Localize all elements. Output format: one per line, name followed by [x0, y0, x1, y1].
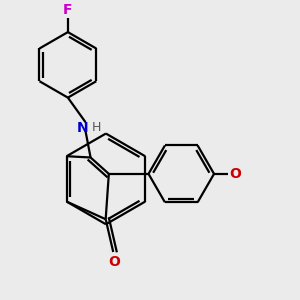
Text: N: N [76, 121, 88, 135]
Text: O: O [109, 255, 120, 269]
Text: F: F [63, 3, 73, 17]
Text: O: O [229, 167, 241, 181]
Text: H: H [92, 122, 101, 134]
